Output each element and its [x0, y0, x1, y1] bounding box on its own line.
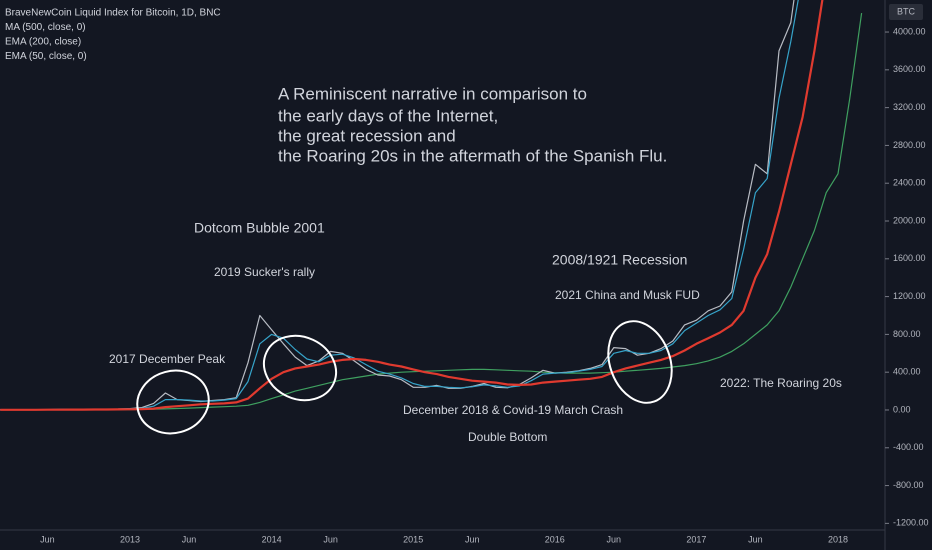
unit-badge: [889, 4, 923, 20]
y-tick-label: 1600.00: [893, 253, 926, 263]
annotation: the Roaring 20s in the aftermath of the …: [278, 146, 667, 165]
circle: [607, 320, 673, 404]
y-tick-label: -800.00: [893, 480, 924, 490]
y-tick-label: 2000.00: [893, 215, 926, 225]
x-tick-label: 2017: [686, 534, 706, 544]
y-tick-label: -400.00: [893, 442, 924, 452]
x-tick-label: 2015: [403, 534, 423, 544]
y-tick-label: 4000.00: [893, 26, 926, 36]
y-tick-label: 800.00: [893, 329, 921, 339]
y-tick-label: 1200.00: [893, 291, 926, 301]
x-tick-label: 2013: [120, 534, 140, 544]
circle: [136, 369, 210, 435]
x-tick-label: 2016: [545, 534, 565, 544]
y-tick-label: 2800.00: [893, 140, 926, 150]
annotation: 2022: The Roaring 20s: [720, 376, 842, 390]
annotation: 2008/1921 Recession: [552, 252, 687, 268]
legend-entry: EMA (200, close): [5, 37, 81, 48]
y-tick-label: 3600.00: [893, 64, 926, 74]
annotation: December 2018 & Covid-19 March Crash: [403, 403, 623, 417]
unit-label: BTC: [897, 6, 916, 16]
annotation: A Reminiscent narrative in comparison to: [278, 84, 587, 103]
annotation: the great recession and: [278, 126, 456, 145]
annotation: 2019 Sucker's rally: [214, 265, 315, 279]
x-tick-label: Jun: [323, 534, 338, 544]
circle: [262, 334, 338, 402]
x-tick-label: 2014: [262, 534, 282, 544]
annotation: Double Bottom: [468, 430, 547, 444]
legend-entry: EMA (50, close, 0): [5, 51, 87, 62]
y-tick-label: 400.00: [893, 367, 921, 377]
y-tick-label: 2400.00: [893, 178, 926, 188]
y-tick-label: -1200.00: [893, 518, 929, 528]
y-tick-label: 3200.00: [893, 102, 926, 112]
legend-entry: BraveNewCoin Liquid Index for Bitcoin, 1…: [5, 8, 221, 19]
x-tick-label: Jun: [748, 534, 763, 544]
annotation: 2017 December Peak: [109, 352, 226, 366]
y-tick-label: 0.00: [893, 404, 911, 414]
annotation: 2021 China and Musk FUD: [555, 288, 700, 302]
x-tick-label: Jun: [40, 534, 55, 544]
x-tick-label: Jun: [607, 534, 622, 544]
annotation: the early days of the Internet,: [278, 106, 498, 125]
highlight-circles: [136, 320, 673, 435]
x-tick-label: Jun: [182, 534, 197, 544]
annotation: Dotcom Bubble 2001: [194, 220, 325, 236]
legend-entry: MA (500, close, 0): [5, 22, 86, 33]
x-tick-label: Jun: [465, 534, 480, 544]
x-tick-label: 2018: [828, 534, 848, 544]
